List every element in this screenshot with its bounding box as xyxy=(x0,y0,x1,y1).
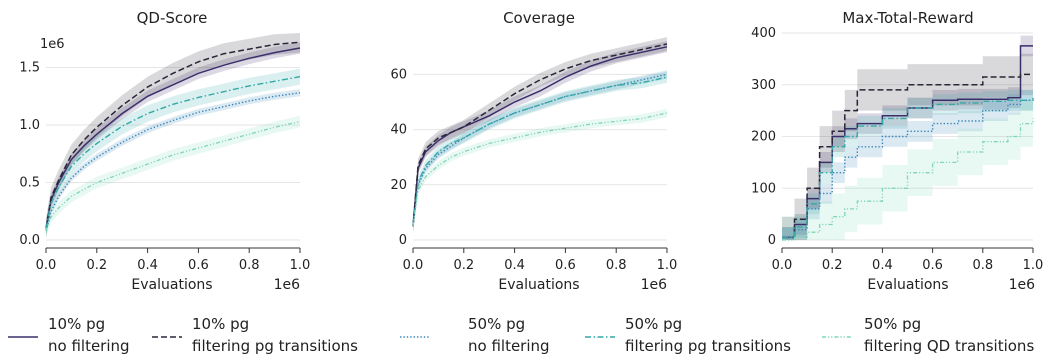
series-band-pg50_filter_qd xyxy=(413,108,667,231)
panel-qd-score: QD-Score 1e6 0.0 0.5 1.0 1.5 0.0 0.2 0.4 0.6 0.8… xyxy=(19,9,310,293)
legend-item-50pg-filtering-qd: 50% pg filtering QD transitions xyxy=(822,315,1034,355)
legend-label-line2: filtering QD transitions xyxy=(864,337,1034,355)
plot-area xyxy=(45,33,301,239)
series-band-pg10_nofilter xyxy=(46,42,300,235)
series-line-pg50_filter_pg xyxy=(412,76,668,227)
series-band-pg50_filter_pg xyxy=(413,71,667,232)
axis-ticks: 0.0 0.5 1.0 1.5 0.0 0.2 0.4 0.6 0.8 1.0 xyxy=(19,61,310,274)
legend-item-10pg-filtering-pg: 10% pg filtering pg transitions xyxy=(152,315,358,355)
legend-label-line1: 50% pg xyxy=(625,315,682,333)
legend-label-line1: 50% pg xyxy=(864,315,921,333)
panel-title: Max-Total-Reward xyxy=(842,9,973,27)
panel-coverage: Coverage 0 20 40 60 0.0 0.2 0.4 0.6 0.8 1.0 Evalu… xyxy=(390,9,677,293)
x-tick-label: 0.2 xyxy=(453,258,474,273)
series-line-pg10_nofilter xyxy=(45,47,301,229)
legend-label-line1: 10% pg xyxy=(48,315,105,333)
plot-area xyxy=(782,35,1034,241)
x-axis-label: Evaluations xyxy=(131,277,212,293)
y-tick-label: 40 xyxy=(390,123,407,138)
legend-label-line2: filtering pg transitions xyxy=(192,337,358,355)
y-tick-label: 300 xyxy=(751,78,776,93)
x-tick-label: 0.0 xyxy=(772,258,793,273)
x-axis-label: Evaluations xyxy=(498,277,579,293)
series-band-pg10_filter_pg xyxy=(46,33,300,239)
series-line-pg10_nofilter xyxy=(412,46,668,227)
series-line-pg10_filter_pg xyxy=(782,73,1033,239)
legend-item-50pg-filtering-pg: 50% pg filtering pg transitions xyxy=(585,315,791,355)
y-tick-label: 100 xyxy=(751,181,776,196)
series-line-pg50_filter_qd xyxy=(412,112,668,227)
legend-label-line2: no filtering xyxy=(468,337,550,355)
axis-ticks: 0 20 40 60 0.0 0.2 0.4 0.6 0.8 1.0 xyxy=(390,67,677,273)
legend-item-10pg-no-filtering: 10% pg no filtering xyxy=(8,315,130,355)
series-line-pg50_filter_qd xyxy=(782,118,1034,241)
y-tick-label: 0.0 xyxy=(19,233,40,248)
y-tick-label: 1.0 xyxy=(19,118,40,133)
x-tick-label: 0.8 xyxy=(239,258,260,273)
x-scale-label: 1e6 xyxy=(641,277,668,293)
series-band-pg50_filter_qd xyxy=(782,95,1033,240)
series-line-pg10_filter_pg xyxy=(45,41,301,229)
x-tick-label: 0.4 xyxy=(137,258,158,273)
grid xyxy=(413,73,667,241)
y-tick-label: 0 xyxy=(399,233,407,248)
series-band-pg50_nofilter xyxy=(782,89,1033,241)
x-tick-label: 0.8 xyxy=(606,258,627,273)
y-tick-label: 200 xyxy=(751,130,776,145)
y-tick-label: 0.5 xyxy=(19,176,40,191)
series-band-pg50_filter_qd xyxy=(46,115,300,237)
plot-area xyxy=(412,37,668,234)
x-tick-label: 1.0 xyxy=(1023,258,1044,273)
legend-label-line2: filtering pg transitions xyxy=(625,337,791,355)
series-line-pg10_filter_pg xyxy=(412,43,668,227)
x-tick-label: 0.2 xyxy=(822,258,843,273)
series-line-pg50_filter_qd xyxy=(45,120,301,232)
x-tick-label: 0.6 xyxy=(922,258,943,273)
x-scale-label: 1e6 xyxy=(1009,277,1036,293)
x-tick-label: 0.2 xyxy=(86,258,107,273)
legend-label-line1: 50% pg xyxy=(468,315,525,333)
x-tick-label: 0.4 xyxy=(504,258,525,273)
x-tick-label: 0.6 xyxy=(188,258,209,273)
y-tick-label: 60 xyxy=(390,67,407,82)
panel-title: Coverage xyxy=(503,9,575,27)
series-band-pg10_filter_pg xyxy=(782,53,1033,241)
legend-item-50pg-no-filtering: 50% pg no filtering xyxy=(400,315,550,355)
x-tick-label: 0.0 xyxy=(36,258,57,273)
x-axis-label: Evaluations xyxy=(867,277,948,293)
y-tick-label: 1.5 xyxy=(19,61,40,76)
x-tick-label: 0.0 xyxy=(403,258,424,273)
series-line-pg50_nofilter xyxy=(782,99,1033,239)
series-band-pg10_filter_pg xyxy=(413,37,667,234)
legend-label-line1: 10% pg xyxy=(192,315,249,333)
axis-ticks: 0 100 200 300 400 0.0 0.2 0.4 0.6 0.8 1.0 xyxy=(751,26,1043,273)
series-band-pg50_nofilter xyxy=(46,89,300,235)
x-tick-label: 0.4 xyxy=(872,258,893,273)
y-tick-label: 0 xyxy=(768,233,776,248)
x-tick-label: 0.6 xyxy=(555,258,576,273)
x-tick-label: 1.0 xyxy=(290,258,311,273)
x-scale-label: 1e6 xyxy=(274,277,301,293)
legend-label-line2: no filtering xyxy=(48,337,130,355)
grid xyxy=(46,67,300,241)
panel-title: QD-Score xyxy=(137,9,208,27)
x-tick-label: 1.0 xyxy=(657,258,678,273)
series-line-pg50_nofilter xyxy=(412,73,668,227)
series-band-pg50_filter_pg xyxy=(46,68,300,237)
series-line-pg50_filter_pg xyxy=(45,76,301,229)
legend: 10% pg no filtering 10% pg filtering pg … xyxy=(8,315,1034,355)
y-tick-label: 20 xyxy=(390,178,407,193)
series-line-pg50_filter_pg xyxy=(782,97,1034,239)
x-tick-label: 0.8 xyxy=(972,258,993,273)
y-tick-label: 400 xyxy=(751,26,776,41)
series-band-pg50_nofilter xyxy=(413,70,667,231)
y-scale-label: 1e6 xyxy=(40,37,65,52)
